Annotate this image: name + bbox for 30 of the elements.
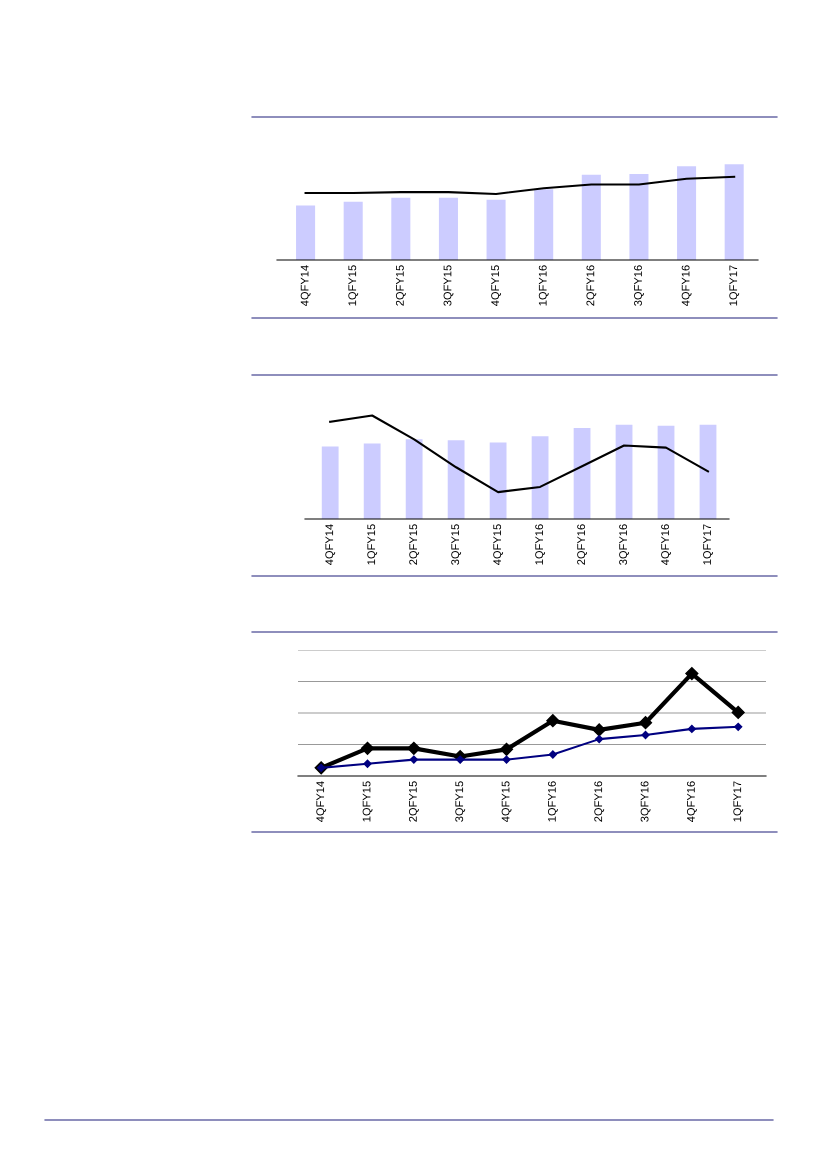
x-tick-label: 4QFY14 [300,265,311,306]
x-tick-label: 4QFY14 [325,524,336,565]
x-tick-label: 3QFY15 [451,524,462,565]
x-tick-label: 1QFY16 [547,781,558,822]
x-tick-label: 3QFY16 [619,524,630,565]
x-tick-label: 2QFY15 [395,265,406,306]
x-tick-label: 3QFY15 [443,265,454,306]
x-tick-label: 1QFY17 [733,781,744,822]
x-tick-label: 1QFY15 [348,265,359,306]
x-tick-label: 4QFY15 [493,524,504,565]
x-tick-label: 4QFY16 [661,524,671,565]
x-tick-label: 1QFY15 [362,781,373,822]
x-tick-label: 1QFY17 [729,265,740,306]
x-tick-label: 2QFY15 [408,781,419,822]
x-tick-label: 1QFY16 [538,265,549,306]
x-tick-label: 1QFY16 [535,524,546,565]
x-tick-label: 1QFY15 [367,524,378,565]
x-tick-label: 2QFY16 [577,524,588,565]
x-tick-label: 2QFY15 [409,524,420,565]
x-tick-label: 4QFY14 [316,781,327,822]
x-tick-label: 2QFY16 [586,265,597,306]
x-tick-label: 1QFY17 [703,524,713,565]
x-tick-label: 3QFY16 [634,265,644,306]
x-tick-label: 3QFY16 [640,781,651,822]
x-tick-label: 4QFY16 [681,265,692,306]
x-tick-label: 4QFY15 [501,781,512,822]
x-tick-label: 2QFY16 [594,781,605,822]
x-tick-label: 4QFY15 [491,265,502,306]
x-tick-label: 4QFY16 [686,781,697,822]
x-tick-label: 3QFY15 [455,781,466,822]
